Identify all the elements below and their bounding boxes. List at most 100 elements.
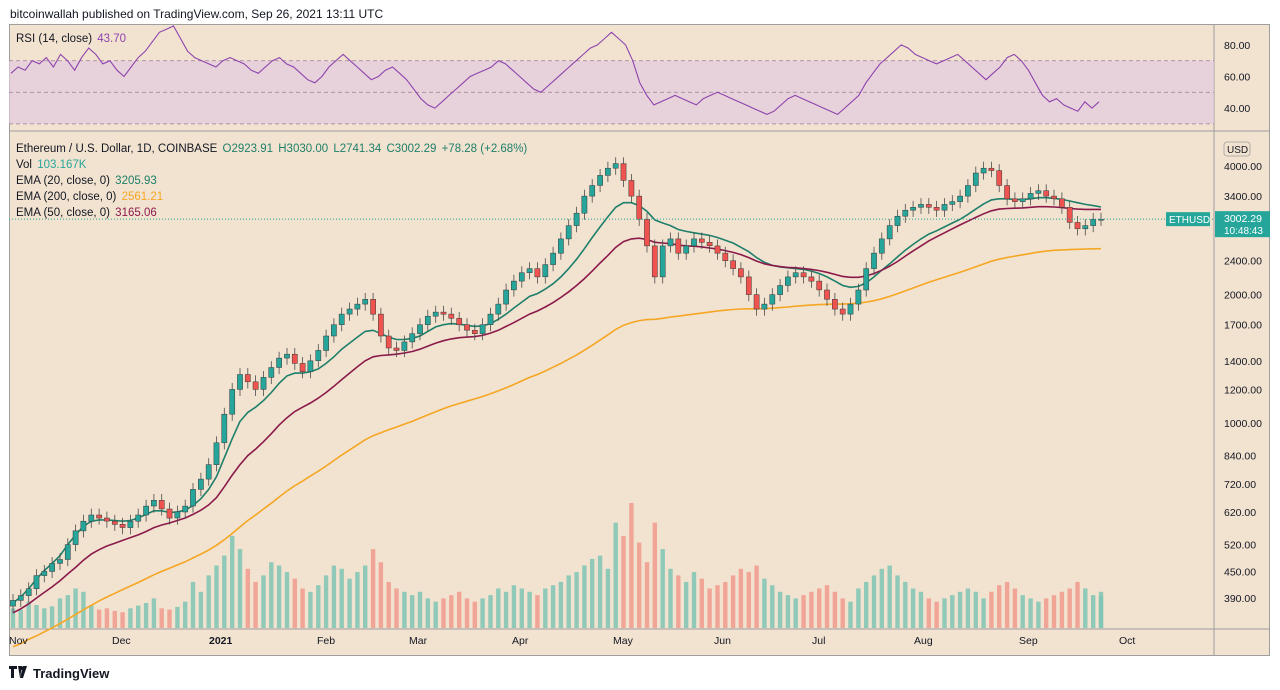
candle-body	[135, 514, 142, 522]
candle-body	[401, 341, 408, 351]
volume-bar	[206, 575, 211, 628]
volume-bar	[973, 591, 978, 628]
chart-canvas[interactable]: 80.0060.0040.004000.003400.002800.002400…	[9, 24, 1270, 656]
volume-bar	[746, 572, 751, 628]
volume-bar	[832, 591, 838, 628]
volume-bar	[284, 572, 290, 628]
candle-body	[503, 289, 509, 305]
candle-body	[385, 335, 392, 349]
candle-body	[902, 209, 909, 217]
candle-body	[644, 219, 650, 247]
candle-body	[151, 500, 157, 507]
candle-body	[119, 524, 126, 528]
candle-body	[988, 167, 995, 171]
volume-bar	[175, 606, 180, 628]
volume-bar	[1044, 598, 1049, 628]
volume-bar	[926, 598, 931, 628]
symbol-tag-bg	[1166, 212, 1210, 227]
volume-bar	[809, 591, 814, 628]
candle-body	[487, 313, 494, 325]
candle-body	[581, 195, 588, 214]
candle-body	[518, 272, 525, 282]
candle-body	[143, 505, 149, 516]
candle-body	[675, 238, 682, 254]
candle-body	[166, 508, 173, 519]
volume-bar	[480, 598, 485, 628]
volume-bar	[222, 555, 227, 628]
candle-body	[362, 299, 369, 305]
ema20-legend-value: 3205.93	[115, 175, 157, 187]
candle-body	[785, 276, 791, 286]
candle-body	[276, 357, 282, 368]
candle-body	[1019, 198, 1026, 202]
candle-body	[816, 280, 823, 291]
volume-bar	[1098, 596, 1104, 628]
candle-body	[448, 313, 455, 319]
candle-body	[980, 167, 987, 174]
time-tick-label: Mar	[409, 635, 428, 647]
candle-body	[479, 324, 486, 334]
candle-body	[777, 285, 783, 295]
candle-body	[612, 163, 619, 169]
volume-bar	[1091, 595, 1096, 628]
rsi-legend-value: 43.70	[97, 33, 127, 45]
volume-bar	[151, 598, 157, 628]
volume-bar	[597, 555, 603, 628]
volume-bar	[441, 598, 446, 628]
volume-bar	[511, 585, 517, 628]
volume-bar	[104, 608, 110, 628]
candle-body	[260, 377, 267, 390]
volume-bar	[550, 585, 556, 628]
candle-body	[346, 308, 353, 315]
candle-body	[104, 517, 110, 522]
candle-body	[526, 268, 533, 273]
price-tick-label: 1700.00	[1224, 320, 1262, 332]
volume-bar	[879, 568, 884, 628]
candle-body	[393, 347, 400, 351]
volume-bar	[864, 581, 869, 628]
volume-bar	[730, 575, 736, 628]
candle-body	[158, 500, 165, 510]
volume-bar	[871, 575, 877, 628]
ema50-legend-name: EMA (50, close, 0)	[16, 207, 110, 219]
candle-body	[730, 260, 736, 269]
volume-bar	[519, 588, 524, 628]
symbol-tag-text: ETHUSD	[1169, 215, 1210, 226]
candle-body	[1035, 190, 1042, 194]
volume-bar	[950, 595, 955, 628]
volume-bar	[292, 578, 297, 628]
volume-bar	[1083, 588, 1088, 628]
publisher-header: bitcoinwallah published on TradingView.c…	[10, 7, 384, 21]
candle-body	[886, 225, 893, 240]
candle-body	[824, 289, 830, 300]
time-tick-label: Dec	[112, 635, 131, 647]
ema200-legend: EMA (200, close, 0) 2561.21	[16, 191, 165, 203]
candle-body	[229, 389, 236, 415]
volume-bar	[402, 591, 407, 628]
volume-bar	[253, 581, 258, 628]
volume-bar	[112, 610, 117, 628]
candle-body	[965, 185, 971, 197]
candle-body	[597, 175, 603, 186]
time-tick-label: Jul	[812, 635, 825, 647]
change-value: +78.28 (+2.68%)	[441, 143, 528, 155]
volume-bar	[527, 591, 532, 628]
volume-bar	[276, 565, 282, 628]
candle-body	[542, 264, 549, 278]
candle-body	[370, 299, 376, 315]
candle-body	[237, 374, 243, 390]
volume-bar	[903, 581, 908, 628]
volume-bar	[848, 601, 853, 628]
volume-bar	[981, 598, 986, 628]
candle-body	[847, 303, 854, 315]
volume-bar	[605, 568, 611, 628]
volume-bar	[715, 585, 720, 628]
volume-bar	[660, 549, 665, 628]
candle-body	[918, 204, 924, 208]
volume-bar	[918, 591, 924, 628]
ema50-legend: EMA (50, close, 0) 3165.06	[16, 207, 159, 219]
volume-bar	[34, 605, 39, 628]
candle-body	[25, 588, 32, 596]
candle-body	[299, 363, 306, 372]
candle-body	[565, 225, 572, 240]
